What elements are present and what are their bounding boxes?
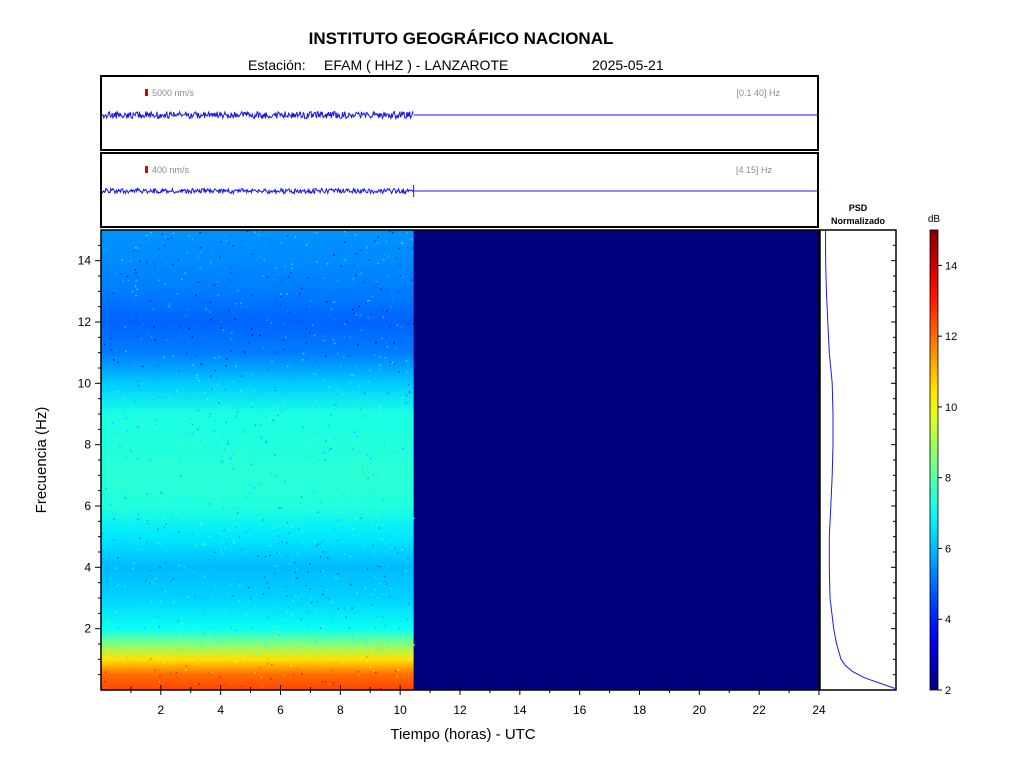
colorbar-ticks: 2 4 6 8 10 12 14 — [938, 260, 957, 697]
psd-frame — [819, 229, 897, 691]
spectrogram-band — [101, 230, 414, 690]
scale-label-filtered: 400 nm/s — [152, 165, 190, 175]
colorbar-gradient — [929, 229, 939, 691]
x-tick-label: 12 — [453, 703, 467, 717]
y-tick-label: 10 — [78, 376, 92, 390]
seismogram-broadband-panel: 5000 nm/s [0.1 40] Hz — [100, 75, 819, 151]
scale-bar-filtered — [145, 166, 148, 173]
scale-bar-broadband — [145, 89, 148, 96]
colorbar-tick-label: 14 — [945, 260, 957, 272]
x-tick-label: 18 — [633, 703, 647, 717]
x-tick-label: 10 — [393, 703, 407, 717]
trace-signal — [100, 186, 414, 196]
date-label: 2025-05-21 — [592, 57, 664, 73]
colorbar-tick-label: 6 — [945, 543, 951, 555]
x-tick-label: 14 — [513, 703, 527, 717]
psd-title-line2: Normalizado — [831, 216, 886, 226]
y-axis-label: Frecuencia (Hz) — [33, 407, 50, 514]
psd-ticks — [891, 244, 896, 676]
figure-title: INSTITUTO GEOGRÁFICO NACIONAL — [309, 29, 614, 48]
x-tick-label: 20 — [693, 703, 707, 717]
y-tick-label: 14 — [78, 254, 92, 268]
filter-label-broadband: [0.1 40] Hz — [736, 88, 780, 98]
colorbar-label: dB — [928, 214, 941, 225]
scale-label-broadband: 5000 nm/s — [152, 88, 195, 98]
y-tick-label: 2 — [84, 622, 91, 636]
station-label: Estación: — [248, 57, 306, 73]
colorbar-tick-label: 12 — [945, 331, 957, 343]
x-axis-label: Tiempo (horas) - UTC — [390, 726, 535, 743]
y-tick-label: 12 — [78, 315, 92, 329]
spectrogram-data — [101, 230, 415, 690]
x-tick-label: 8 — [337, 703, 344, 717]
y-tick-label: 6 — [84, 499, 91, 513]
trace-signal — [100, 110, 414, 121]
x-tick-label: 24 — [812, 703, 826, 717]
psd-curve — [825, 230, 896, 689]
x-tick-label: 2 — [157, 703, 164, 717]
station-value: EFAM ( HHZ ) - LANZAROTE — [324, 57, 508, 73]
colorbar-tick-label: 8 — [945, 473, 951, 485]
psd-title-line1: PSD — [849, 203, 868, 213]
seismic-trace-broadband — [100, 110, 818, 121]
colorbar-tick-label: 2 — [945, 685, 951, 697]
colorbar: dB 2 4 6 8 10 12 14 — [928, 214, 957, 697]
psd-panel: PSD Normalizado — [819, 203, 897, 691]
y-tick-label: 8 — [84, 438, 91, 452]
seismogram-filtered-panel: 400 nm/s [4 15] Hz — [100, 152, 819, 228]
colorbar-tick-label: 4 — [945, 614, 951, 626]
colorbar-tick-label: 10 — [945, 402, 957, 414]
x-tick-label: 16 — [573, 703, 587, 717]
x-tick-label: 6 — [277, 703, 284, 717]
x-tick-label: 4 — [217, 703, 224, 717]
filter-label-filtered: [4 15] Hz — [736, 165, 773, 175]
x-axis-ticks: 2 4 6 8 10 12 14 16 18 20 22 24 — [130, 685, 826, 717]
y-tick-label: 4 — [84, 560, 91, 574]
x-tick-label: 22 — [752, 703, 766, 717]
y-axis-ticks: 2 4 6 8 10 12 14 — [78, 244, 101, 676]
spectrogram-speckle — [101, 230, 415, 690]
seismic-trace-filtered — [100, 185, 818, 197]
